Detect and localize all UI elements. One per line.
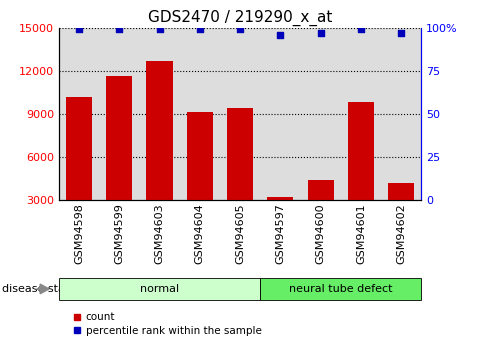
Bar — [66, 97, 92, 243]
Point — [156, 27, 164, 32]
Bar — [268, 197, 294, 243]
Point — [196, 27, 204, 32]
Point — [357, 27, 365, 32]
Legend: count, percentile rank within the sample: count, percentile rank within the sample — [69, 308, 266, 340]
Text: normal: normal — [140, 284, 179, 294]
Text: neural tube defect: neural tube defect — [289, 284, 392, 294]
Bar — [308, 180, 334, 243]
Point — [236, 27, 244, 32]
Bar — [227, 108, 253, 243]
Bar — [147, 61, 172, 243]
Bar — [388, 183, 415, 243]
Point — [276, 32, 284, 37]
Bar — [106, 77, 132, 243]
Point — [75, 27, 83, 32]
Title: GDS2470 / 219290_x_at: GDS2470 / 219290_x_at — [148, 10, 332, 26]
Text: disease state: disease state — [2, 284, 76, 294]
Point — [317, 30, 324, 36]
Point — [115, 27, 123, 32]
Point — [397, 30, 405, 36]
Bar — [348, 102, 374, 243]
Bar — [187, 112, 213, 243]
